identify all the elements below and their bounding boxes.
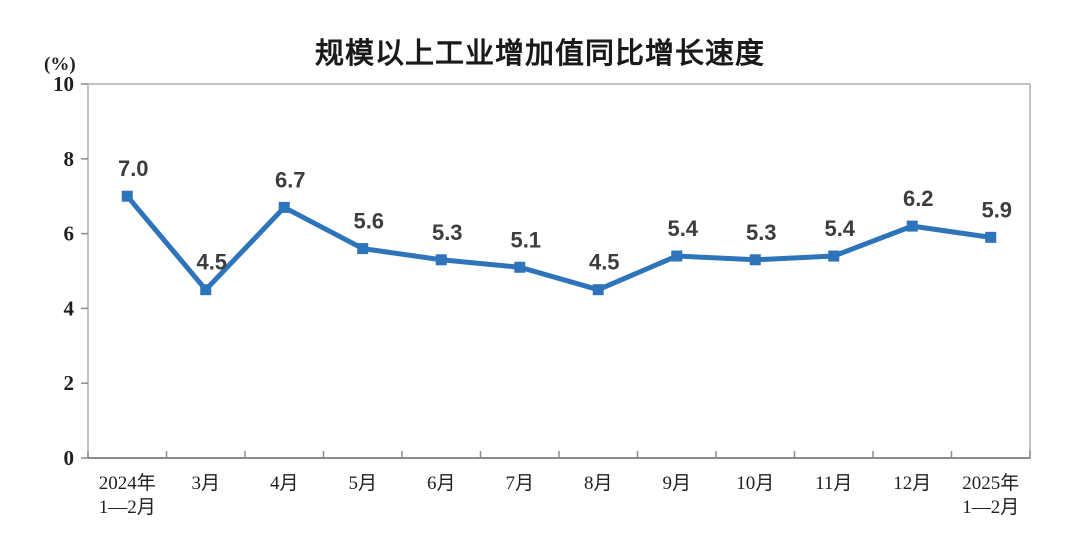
data-point-marker xyxy=(357,243,369,255)
data-point-label: 5.4 xyxy=(824,216,855,241)
data-point-label: 5.1 xyxy=(510,227,541,252)
data-point-marker xyxy=(671,250,683,262)
y-axis-tick-label: 8 xyxy=(64,147,75,171)
data-point-marker xyxy=(592,284,604,296)
data-point-marker xyxy=(514,261,526,273)
x-axis-tick-label: 2025年 xyxy=(962,472,1019,494)
data-point-marker xyxy=(749,254,761,266)
x-axis-tick-label: 12月 xyxy=(893,473,931,494)
data-line xyxy=(125,194,992,294)
x-axis-tick-label: 8月 xyxy=(584,473,613,494)
chart-title: 规模以上工业增加值同比增长速度 xyxy=(314,38,765,70)
data-point-marker xyxy=(985,231,997,243)
data-point-label: 5.9 xyxy=(981,197,1012,222)
data-point-marker xyxy=(278,201,290,213)
data-point-marker xyxy=(435,254,447,266)
y-axis-tick-label: 6 xyxy=(64,222,75,246)
x-axis-tick-label: 6月 xyxy=(427,473,456,494)
x-axis-tick-label: 2024年 xyxy=(99,472,156,494)
x-axis-tick-label: 5月 xyxy=(348,473,377,494)
data-point-label: 6.7 xyxy=(275,167,306,192)
data-point-label: 5.3 xyxy=(746,220,777,245)
y-axis-tick-label: 10 xyxy=(53,72,74,96)
y-axis-tick-label: 0 xyxy=(64,446,75,470)
data-point-label: 4.5 xyxy=(589,250,620,275)
data-point-marker xyxy=(200,284,212,296)
data-point-marker xyxy=(828,250,840,262)
plot-border xyxy=(87,83,1031,459)
data-point-marker xyxy=(906,220,918,232)
y-axis-unit-label: (%) xyxy=(44,54,76,75)
x-axis-tick-label: 1—2月 xyxy=(99,497,156,518)
data-point-label: 5.6 xyxy=(353,209,384,234)
x-axis-tick-label: 7月 xyxy=(505,473,534,494)
x-axis-tick-label: 3月 xyxy=(191,473,220,494)
data-point-label: 4.5 xyxy=(196,250,227,275)
x-axis-tick-label: 1—2月 xyxy=(962,497,1019,518)
y-axis-tick-label: 4 xyxy=(64,296,75,320)
y-axis-tick-label: 2 xyxy=(64,371,75,395)
data-point-label: 7.0 xyxy=(118,156,149,181)
x-axis-tick-label: 4月 xyxy=(270,473,299,494)
x-axis-tick-label: 10月 xyxy=(736,473,774,494)
data-point-label: 5.4 xyxy=(667,216,698,241)
x-axis-tick-label: 11月 xyxy=(815,473,852,494)
data-point-marker xyxy=(121,190,133,202)
x-axis-tick-label: 9月 xyxy=(662,473,691,494)
data-point-label: 5.3 xyxy=(432,220,463,245)
data-point-label: 6.2 xyxy=(903,186,934,211)
